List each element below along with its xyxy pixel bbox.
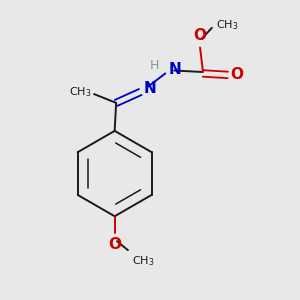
Text: O: O xyxy=(194,28,207,43)
Text: N: N xyxy=(169,62,182,77)
Text: CH$_3$: CH$_3$ xyxy=(216,19,239,32)
Text: O: O xyxy=(230,67,243,82)
Text: CH$_3$: CH$_3$ xyxy=(132,254,155,268)
Text: CH$_3$: CH$_3$ xyxy=(69,86,91,100)
Text: O: O xyxy=(108,237,121,252)
Text: H: H xyxy=(150,59,159,72)
Text: N: N xyxy=(144,81,157,96)
